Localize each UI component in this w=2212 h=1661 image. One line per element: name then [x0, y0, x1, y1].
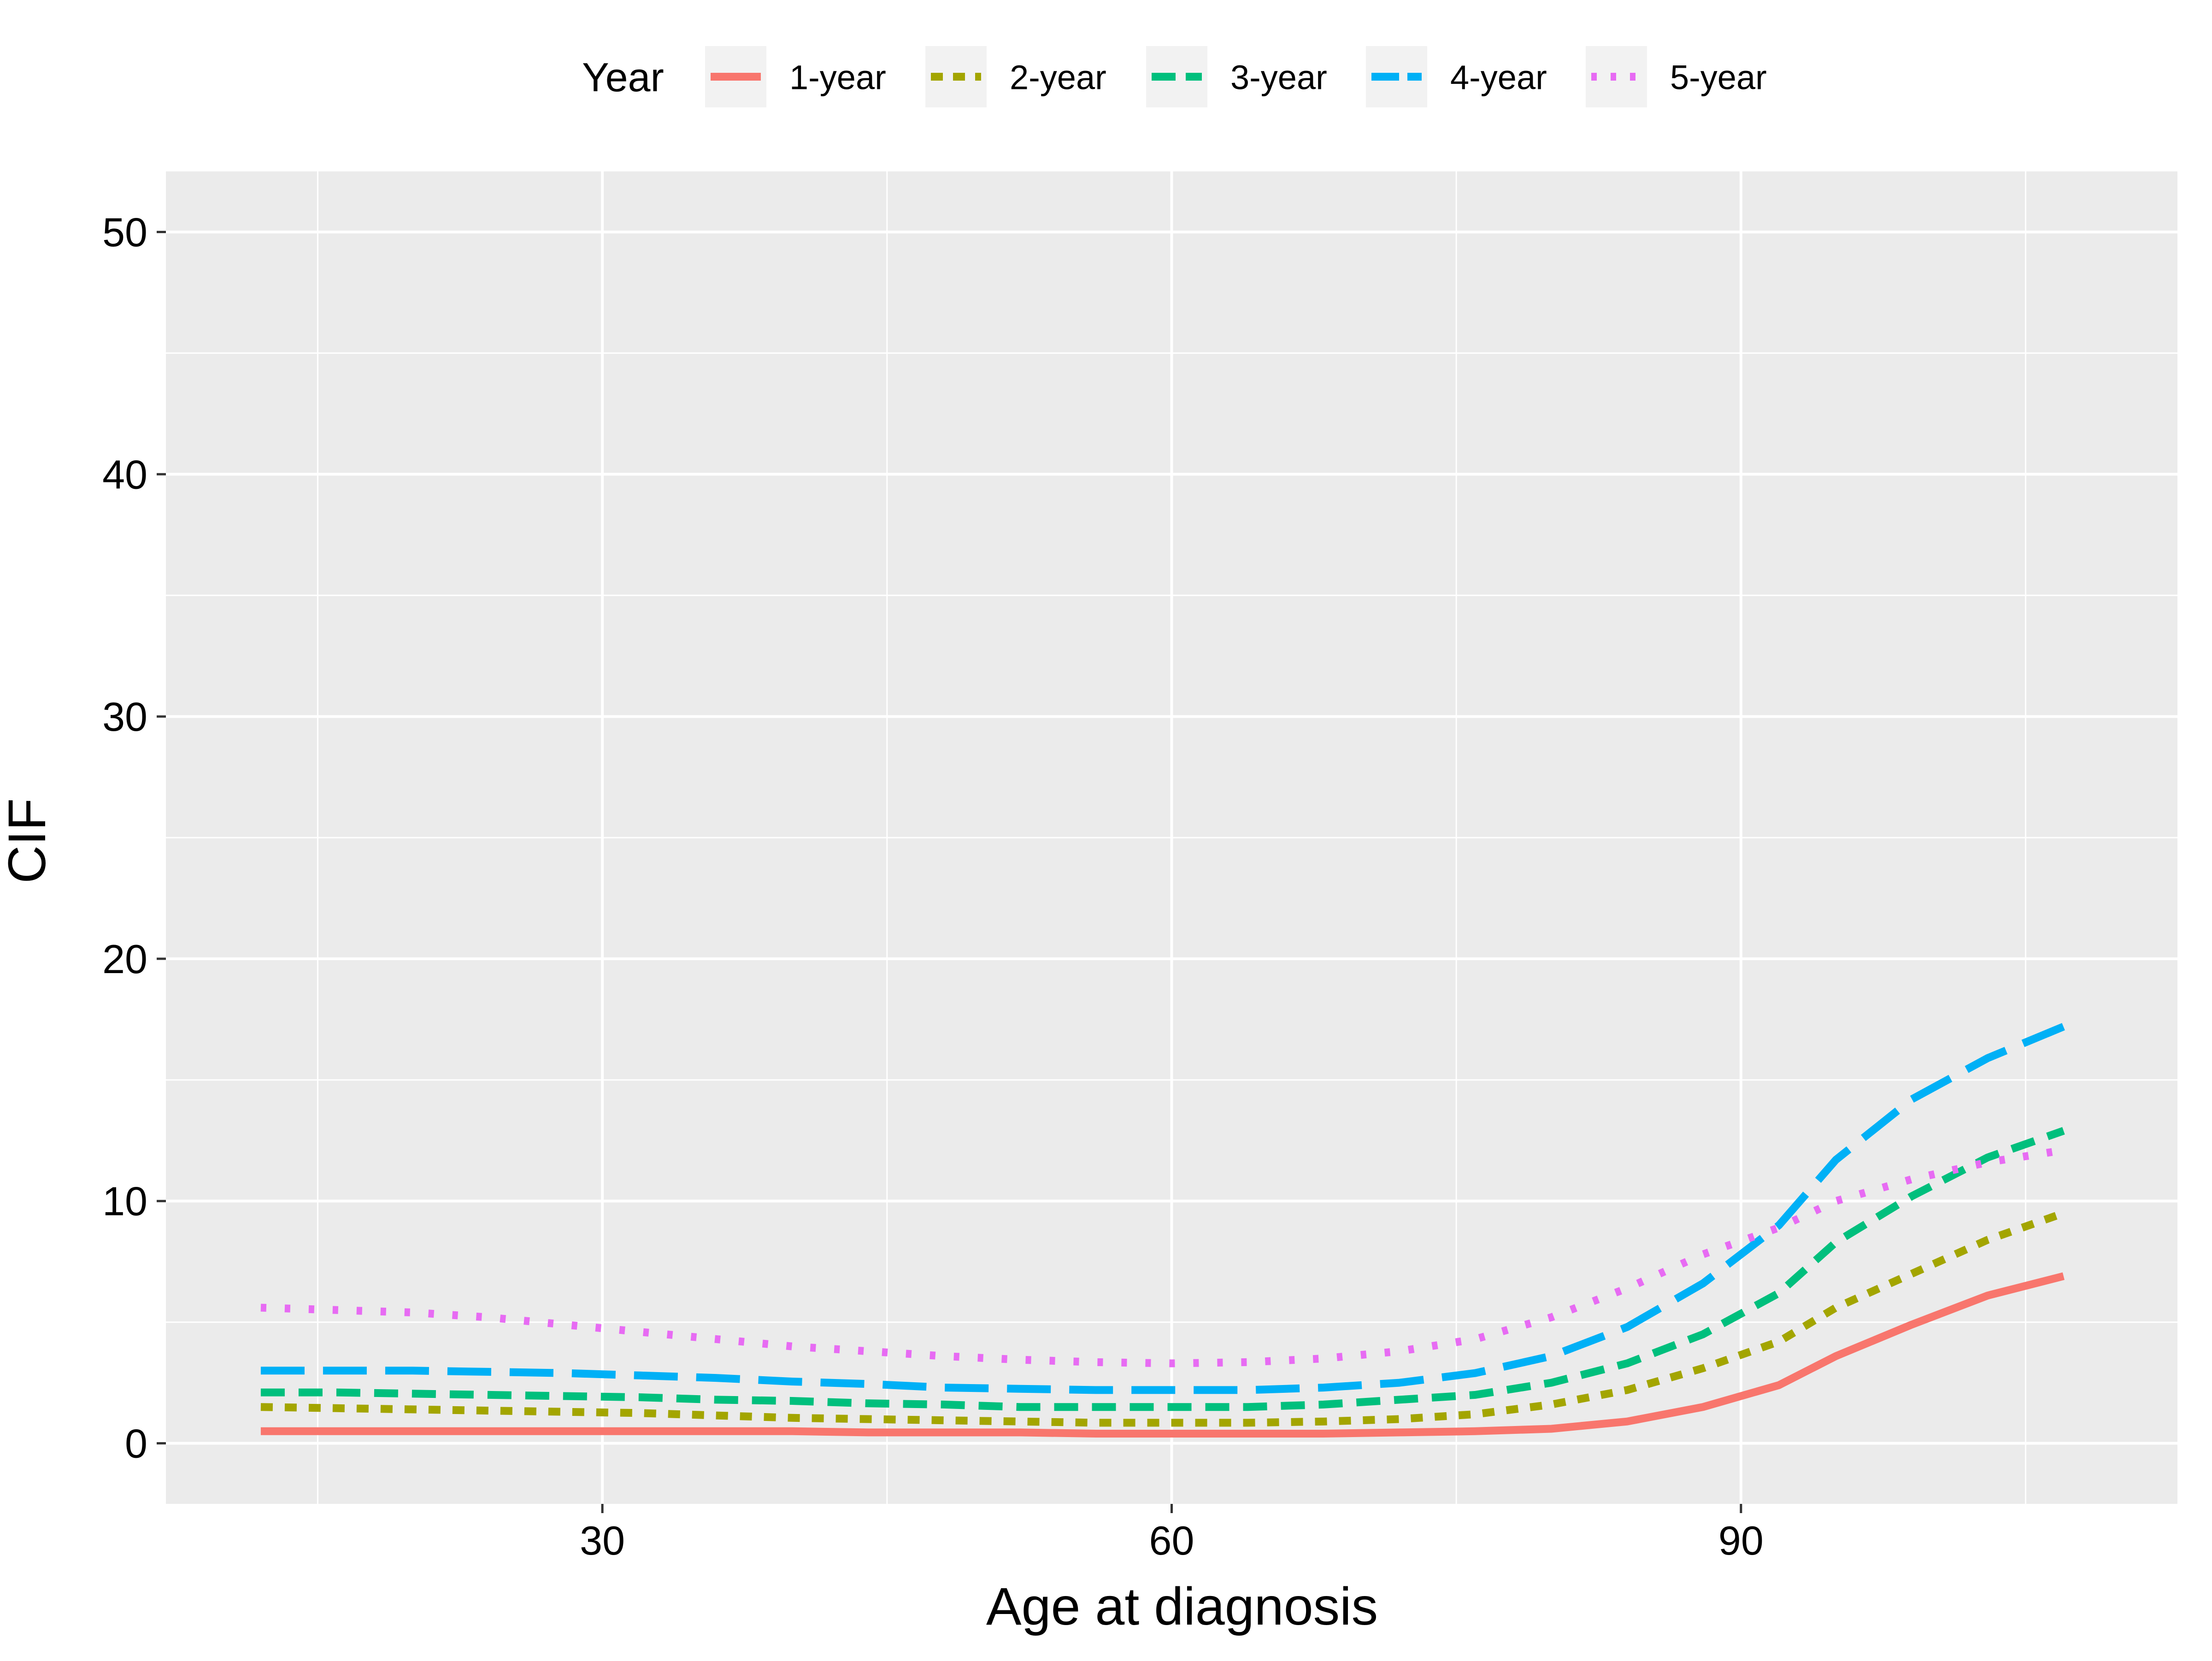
x-tick-label: 60: [1149, 1518, 1194, 1563]
series-line-3-year: [260, 1127, 2065, 1411]
legend-label: 1-year: [789, 59, 886, 97]
x-axis: 30 60 90: [580, 1504, 1764, 1563]
series-line-4-year: [260, 1023, 2065, 1394]
x-tick-label: 90: [1718, 1518, 1764, 1563]
major-gridlines: [166, 171, 2177, 1504]
legend-label: 4-year: [1450, 59, 1547, 97]
y-tick-label: 10: [102, 1179, 147, 1224]
series-line-5-year: [260, 1146, 2065, 1368]
legend-label: 5-year: [1670, 59, 1767, 97]
y-axis: 0 10 20 30 40 50: [102, 209, 166, 1467]
x-tick-label: 30: [580, 1518, 625, 1563]
series-line-2-year: [260, 1209, 2065, 1427]
y-tick-label: 20: [102, 936, 147, 982]
legend-title: Year: [582, 54, 664, 100]
legend-label: 3-year: [1230, 59, 1327, 97]
y-tick-label: 50: [102, 209, 147, 255]
y-axis-title: CIF: [0, 798, 57, 883]
legend: Year 1-year 2-year 3-year 4-year 5-year: [582, 46, 1767, 107]
x-axis-title: Age at diagnosis: [986, 1577, 1378, 1636]
legend-label: 2-year: [1010, 59, 1106, 97]
y-tick-label: 0: [125, 1421, 147, 1467]
series-line-1-year: [260, 1272, 2065, 1438]
series-layer: [260, 1023, 2065, 1438]
y-tick-label: 40: [102, 452, 147, 497]
y-tick-label: 30: [102, 694, 147, 740]
